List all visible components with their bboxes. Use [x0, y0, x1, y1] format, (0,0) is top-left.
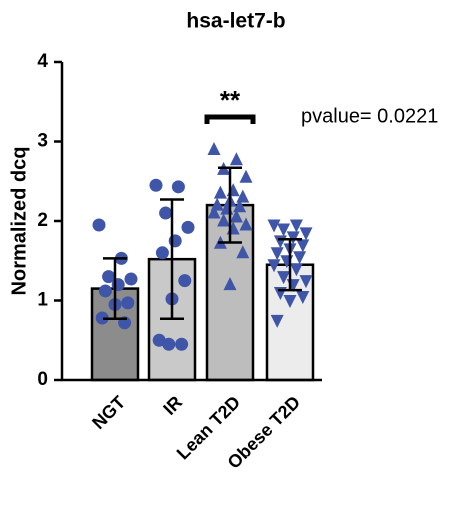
y-axis-label: Normalized dcq	[8, 147, 30, 296]
data-point	[267, 219, 281, 233]
data-point	[299, 275, 313, 289]
data-point	[121, 296, 135, 310]
data-point	[98, 284, 112, 298]
y-tick-label: 1	[37, 290, 48, 311]
data-point	[273, 235, 287, 249]
data-point	[162, 337, 176, 351]
data-point	[236, 245, 250, 259]
error-bar	[278, 238, 302, 292]
x-tick-label: IR	[159, 392, 186, 419]
data-point	[223, 277, 237, 291]
data-point	[102, 270, 116, 284]
data-point	[111, 278, 125, 292]
data-point	[270, 247, 284, 261]
data-point	[289, 219, 303, 233]
data-point	[270, 314, 284, 328]
data-point	[155, 246, 169, 260]
data-point	[207, 205, 221, 219]
error-bar	[103, 257, 127, 321]
data-point	[277, 271, 291, 285]
error-bar	[218, 166, 242, 244]
data-point	[159, 206, 173, 220]
data-point	[229, 209, 243, 223]
data-point	[92, 218, 106, 232]
y-tick-label: 3	[37, 131, 48, 152]
data-point	[283, 295, 297, 308]
error-bar	[160, 198, 184, 321]
data-point	[296, 291, 310, 305]
chart-title: hsa-let7-b	[186, 10, 285, 33]
data-point	[213, 185, 227, 199]
data-point	[181, 220, 195, 234]
data-point	[289, 263, 303, 277]
data-point	[124, 272, 138, 286]
significance-label: **	[220, 85, 241, 115]
data-point	[217, 213, 231, 227]
y-tick-label: 2	[37, 210, 48, 231]
data-point	[286, 231, 300, 245]
significance-bracket	[204, 114, 256, 124]
data-point	[168, 234, 182, 248]
data-point	[95, 311, 109, 325]
y-tick-label: 0	[37, 369, 48, 390]
data-point	[175, 337, 189, 351]
data-point	[239, 169, 253, 183]
data-point	[178, 274, 192, 288]
data-point	[293, 251, 307, 265]
data-point	[226, 183, 240, 197]
data-point	[277, 223, 291, 237]
pvalue-label: pvalue= 0.0221	[301, 105, 438, 127]
data-point	[233, 199, 247, 213]
data-point	[296, 239, 310, 253]
data-point	[299, 227, 313, 241]
data-point	[239, 217, 253, 231]
y-tick-label: 4	[37, 51, 48, 72]
data-point	[149, 178, 163, 192]
data-point	[267, 259, 281, 273]
data-point	[171, 180, 185, 194]
data-point	[229, 152, 243, 166]
x-tick-label: NGT	[88, 392, 129, 433]
data-point	[207, 141, 221, 155]
